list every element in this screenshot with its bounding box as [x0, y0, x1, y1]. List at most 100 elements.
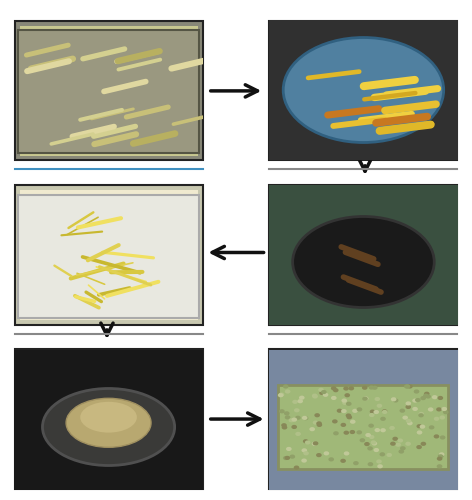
Circle shape [303, 451, 309, 456]
Bar [18, 195, 199, 318]
Circle shape [367, 446, 373, 450]
Circle shape [292, 400, 298, 404]
Circle shape [436, 408, 442, 412]
Text: e: e [30, 362, 39, 376]
FancyArrowPatch shape [107, 282, 159, 296]
FancyArrowPatch shape [385, 104, 436, 110]
Circle shape [380, 428, 386, 432]
Circle shape [437, 464, 442, 468]
Circle shape [279, 409, 285, 414]
Circle shape [360, 438, 365, 442]
Bar [269, 350, 456, 488]
Circle shape [373, 410, 379, 414]
Circle shape [297, 399, 303, 404]
Circle shape [294, 466, 299, 469]
Circle shape [283, 456, 288, 460]
FancyArrowPatch shape [71, 264, 124, 278]
Circle shape [332, 420, 337, 424]
Circle shape [400, 446, 405, 450]
Circle shape [333, 431, 339, 436]
Circle shape [302, 416, 308, 420]
FancyArrowPatch shape [54, 266, 72, 276]
Circle shape [331, 396, 337, 400]
Circle shape [342, 401, 348, 405]
Circle shape [439, 452, 445, 456]
Circle shape [387, 453, 392, 457]
Circle shape [362, 386, 368, 390]
FancyArrowPatch shape [341, 247, 374, 259]
Circle shape [417, 430, 422, 434]
Circle shape [397, 438, 403, 442]
FancyArrowPatch shape [27, 61, 69, 71]
FancyArrowPatch shape [67, 218, 98, 234]
Circle shape [434, 434, 439, 438]
Circle shape [405, 405, 411, 409]
Circle shape [390, 442, 396, 446]
Bar [16, 22, 203, 160]
FancyArrowPatch shape [93, 126, 135, 136]
Circle shape [283, 384, 288, 388]
FancyArrowPatch shape [173, 114, 215, 124]
Circle shape [424, 392, 430, 396]
Circle shape [405, 442, 411, 446]
Circle shape [423, 394, 429, 398]
Bar [18, 30, 199, 153]
Circle shape [372, 386, 378, 390]
FancyArrowPatch shape [380, 124, 431, 130]
FancyArrowPatch shape [387, 88, 438, 95]
Circle shape [282, 426, 287, 430]
FancyArrowPatch shape [344, 277, 376, 289]
Circle shape [281, 423, 287, 428]
FancyArrowPatch shape [80, 110, 122, 120]
Circle shape [368, 424, 374, 428]
Circle shape [405, 402, 411, 406]
Text: c: c [284, 198, 291, 212]
FancyArrowPatch shape [361, 114, 412, 120]
Circle shape [440, 436, 446, 440]
Circle shape [420, 424, 425, 429]
FancyArrowPatch shape [376, 116, 427, 123]
Circle shape [413, 390, 419, 394]
Circle shape [295, 432, 301, 436]
Circle shape [313, 420, 319, 424]
FancyArrowPatch shape [379, 124, 431, 131]
Circle shape [285, 416, 290, 420]
FancyArrowPatch shape [99, 288, 130, 295]
FancyArrowPatch shape [92, 109, 133, 119]
Circle shape [350, 430, 355, 434]
Circle shape [371, 442, 377, 446]
Circle shape [398, 450, 404, 454]
Circle shape [376, 460, 382, 464]
Circle shape [356, 430, 362, 434]
Circle shape [421, 442, 426, 446]
Bar [269, 186, 456, 324]
Circle shape [415, 398, 421, 402]
Circle shape [337, 408, 342, 413]
Circle shape [438, 396, 443, 400]
Circle shape [438, 454, 444, 458]
FancyArrowPatch shape [94, 134, 136, 144]
Circle shape [285, 456, 290, 460]
FancyArrowPatch shape [72, 126, 114, 136]
Circle shape [407, 384, 413, 388]
FancyArrowPatch shape [346, 252, 378, 264]
Circle shape [314, 413, 320, 418]
Circle shape [303, 416, 308, 420]
Circle shape [319, 391, 325, 395]
Ellipse shape [66, 398, 151, 448]
Text: a: a [30, 34, 39, 48]
Circle shape [301, 458, 307, 462]
Circle shape [353, 461, 359, 466]
Circle shape [395, 442, 401, 447]
Circle shape [331, 386, 337, 390]
Bar [274, 190, 452, 320]
FancyArrowPatch shape [83, 257, 140, 273]
Circle shape [299, 396, 304, 400]
Circle shape [438, 454, 443, 458]
Circle shape [323, 451, 329, 456]
Bar [16, 350, 203, 488]
FancyArrowPatch shape [61, 232, 102, 235]
Circle shape [344, 452, 349, 456]
Circle shape [343, 386, 349, 390]
Text: b: b [419, 124, 428, 138]
